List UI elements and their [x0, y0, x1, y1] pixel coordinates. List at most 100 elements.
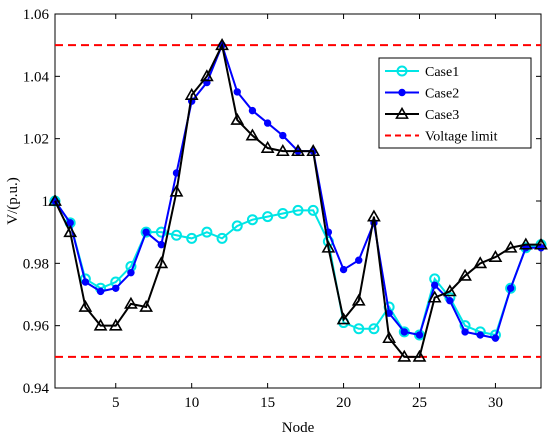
data-point	[382, 331, 397, 344]
data-point	[124, 296, 138, 309]
series-case3	[48, 38, 548, 362]
data-point	[186, 232, 198, 244]
data-point	[518, 237, 533, 250]
data-point	[215, 38, 229, 51]
legend-item: Case1	[385, 65, 459, 80]
data-point	[81, 278, 90, 286]
data-point	[93, 318, 108, 331]
data-point	[96, 287, 105, 296]
data-point	[108, 318, 123, 331]
data-point	[199, 69, 214, 82]
data-point	[476, 331, 484, 339]
series-layer	[48, 38, 548, 362]
y-tick-label: 0.96	[23, 319, 50, 335]
data-point	[263, 119, 272, 127]
x-tick-label: 5	[112, 395, 120, 411]
data-point	[458, 268, 472, 281]
y-tick-label: 0.98	[23, 256, 49, 272]
data-point	[355, 256, 363, 264]
data-point	[473, 256, 488, 269]
data-point	[184, 87, 199, 100]
series-line	[54, 42, 541, 358]
data-point	[400, 328, 409, 336]
legend-label: Case3	[425, 108, 459, 123]
data-point	[488, 249, 503, 263]
x-tick-label: 30	[488, 395, 503, 411]
data-point	[292, 204, 304, 216]
x-tick-label: 25	[412, 395, 427, 411]
data-point	[275, 144, 290, 157]
data-point	[260, 140, 275, 153]
y-tick-label: 1.06	[23, 7, 50, 23]
legend-label: Case1	[425, 65, 459, 80]
data-point	[155, 226, 167, 238]
data-point	[442, 284, 457, 297]
data-point	[127, 268, 135, 277]
y-tick-label: 0.94	[23, 381, 50, 397]
data-point	[491, 334, 500, 342]
data-point	[291, 144, 305, 157]
data-point	[216, 232, 228, 244]
data-point	[48, 193, 62, 206]
data-point	[112, 284, 120, 292]
data-point	[446, 297, 454, 305]
legend-item: Case2	[385, 87, 459, 102]
data-point	[277, 207, 289, 219]
data-point	[505, 282, 517, 294]
data-point	[506, 284, 515, 292]
x-tick-label: 20	[336, 395, 351, 411]
data-point	[245, 128, 260, 141]
series-line	[54, 200, 542, 337]
y-tick-label: 1.02	[23, 132, 49, 148]
data-point	[336, 312, 351, 325]
data-point	[430, 281, 439, 289]
data-point	[248, 106, 257, 115]
x-tick-label: 15	[260, 395, 275, 411]
data-point	[307, 204, 319, 216]
data-point	[368, 323, 380, 335]
data-point	[154, 256, 169, 269]
data-point	[427, 290, 442, 303]
data-point	[78, 299, 93, 312]
data-point	[397, 349, 412, 362]
data-point	[246, 214, 258, 226]
data-point	[63, 225, 78, 238]
data-point	[395, 106, 409, 119]
data-point	[171, 229, 182, 241]
data-point	[139, 299, 154, 312]
data-point	[367, 209, 381, 222]
legend: Case1 Case2 Case3 Voltage limit	[378, 57, 532, 149]
x-tick-label: 10	[184, 395, 199, 411]
legend-item: Voltage limit	[385, 130, 498, 145]
data-point	[351, 293, 366, 306]
data-point	[415, 331, 424, 339]
legend-label: Voltage limit	[425, 130, 498, 145]
data-point	[398, 88, 406, 97]
data-point	[279, 131, 287, 140]
axes-layer: 5 10 15 20 25 30 0.94 0.96 0.98 1 1.02 1.04 1.06	[23, 7, 541, 411]
data-point	[306, 144, 321, 157]
voltage-limit-lines	[55, 44, 541, 358]
data-point	[233, 88, 241, 96]
legend-label: Case2	[425, 87, 459, 102]
data-point	[231, 220, 243, 232]
data-point	[339, 265, 348, 274]
data-point	[461, 328, 469, 336]
x-axis-label: Node	[282, 420, 315, 436]
y-tick-label: 1	[42, 194, 50, 210]
data-point	[321, 240, 336, 253]
data-point	[157, 240, 166, 249]
legend-box	[378, 57, 532, 149]
data-point	[201, 226, 213, 238]
data-point	[503, 240, 518, 253]
y-tick-label: 1.04	[23, 69, 50, 85]
data-point	[412, 349, 427, 362]
data-point	[353, 323, 365, 335]
legend-item: Case3	[385, 106, 459, 123]
data-point	[534, 237, 548, 250]
data-point	[142, 228, 150, 236]
data-point	[230, 112, 245, 125]
data-point	[262, 211, 274, 223]
data-point	[396, 65, 408, 77]
